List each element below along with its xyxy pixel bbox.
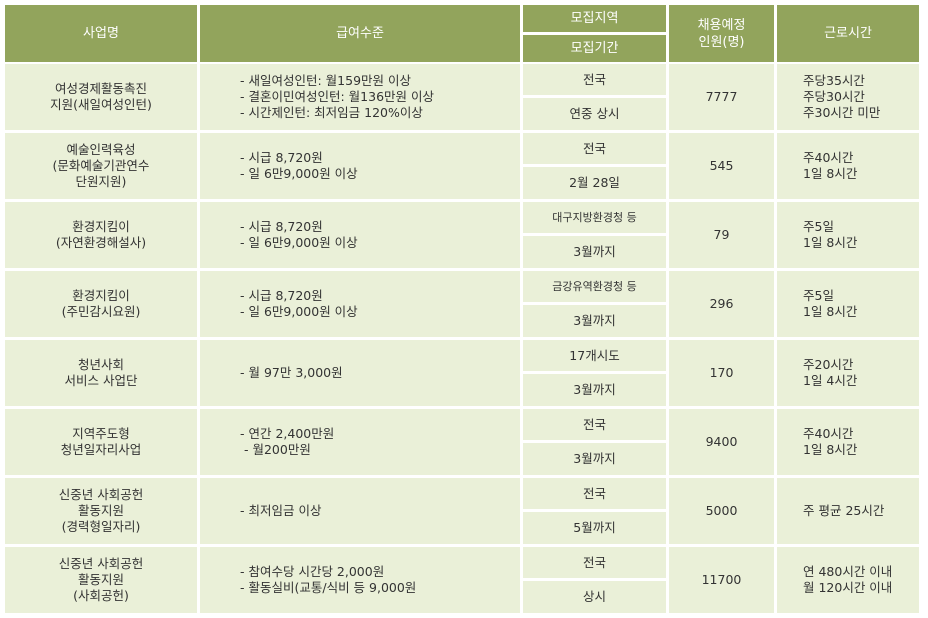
row-period: 3월까지 (523, 236, 666, 268)
row-period: 2월 28일 (523, 167, 666, 199)
row-headcount: 545 (669, 133, 774, 199)
row-business-name: 지역주도형 청년일자리사업 (5, 409, 197, 475)
row-headcount: 7777 (669, 64, 774, 130)
row-hours: 주40시간 1일 8시간 (777, 409, 919, 475)
row-region: 전국 (523, 547, 666, 578)
row-headcount: 9400 (669, 409, 774, 475)
row-period: 3월까지 (523, 443, 666, 475)
row-region: 17개시도 (523, 340, 666, 371)
row-headcount: 296 (669, 271, 774, 337)
row-region: 전국 (523, 478, 666, 509)
row-period: 연중 상시 (523, 98, 666, 130)
row-pay: - 시급 8,720원 - 일 6만9,000원 이상 (200, 271, 520, 337)
row-hours: 주5일 1일 8시간 (777, 271, 919, 337)
row-region: 전국 (523, 133, 666, 164)
row-region: 금강유역환경청 등 (523, 271, 666, 302)
row-headcount: 11700 (669, 547, 774, 613)
row-pay: - 월 97만 3,000원 (200, 340, 520, 406)
row-pay: - 참여수당 시간당 2,000원 - 활동실비(교통/식비 등 9,000원 (200, 547, 520, 613)
row-business-name: 신중년 사회공헌 활동지원 (사회공헌) (5, 547, 197, 613)
row-business-name: 여성경제활동촉진 지원(새일여성인턴) (5, 64, 197, 130)
row-headcount: 5000 (669, 478, 774, 544)
header-hours: 근로시간 (777, 5, 919, 62)
row-region: 전국 (523, 64, 666, 95)
header-headcount: 채용예정 인원(명) (669, 5, 774, 62)
row-hours: 주40시간 1일 8시간 (777, 133, 919, 199)
row-hours: 주당35시간 주당30시간 주30시간 미만 (777, 64, 919, 130)
row-business-name: 환경지킴이 (자연환경해설사) (5, 202, 197, 268)
header-region: 모집지역 (523, 5, 666, 32)
row-headcount: 79 (669, 202, 774, 268)
row-pay: - 연간 2,400만원 - 월200만원 (200, 409, 520, 475)
row-pay: - 최저임금 이상 (200, 478, 520, 544)
row-period: 3월까지 (523, 305, 666, 337)
row-period: 5월까지 (523, 512, 666, 544)
row-hours: 연 480시간 이내 월 120시간 이내 (777, 547, 919, 613)
header-period: 모집기간 (523, 35, 666, 62)
program-table: 사업명 급여수준 모집지역 모집기간 채용예정 인원(명) 근로시간 여성경제활… (5, 5, 919, 613)
row-region: 대구지방환경청 등 (523, 202, 666, 233)
row-business-name: 신중년 사회공헌 활동지원 (경력형일자리) (5, 478, 197, 544)
row-hours: 주 평균 25시간 (777, 478, 919, 544)
row-business-name: 환경지킴이 (주민감시요원) (5, 271, 197, 337)
row-region: 전국 (523, 409, 666, 440)
row-hours: 주5일 1일 8시간 (777, 202, 919, 268)
header-pay: 급여수준 (200, 5, 520, 62)
row-headcount: 170 (669, 340, 774, 406)
row-business-name: 예술인력육성 (문화예술기관연수 단원지원) (5, 133, 197, 199)
row-pay: - 시급 8,720원 - 일 6만9,000원 이상 (200, 202, 520, 268)
row-hours: 주20시간 1일 4시간 (777, 340, 919, 406)
row-business-name: 청년사회 서비스 사업단 (5, 340, 197, 406)
header-business: 사업명 (5, 5, 197, 62)
row-period: 3월까지 (523, 374, 666, 406)
row-pay: - 시급 8,720원 - 일 6만9,000원 이상 (200, 133, 520, 199)
row-period: 상시 (523, 581, 666, 613)
row-pay: - 새일여성인턴: 월159만원 이상 - 결혼이민여성인턴: 월136만원 이상… (200, 64, 520, 130)
